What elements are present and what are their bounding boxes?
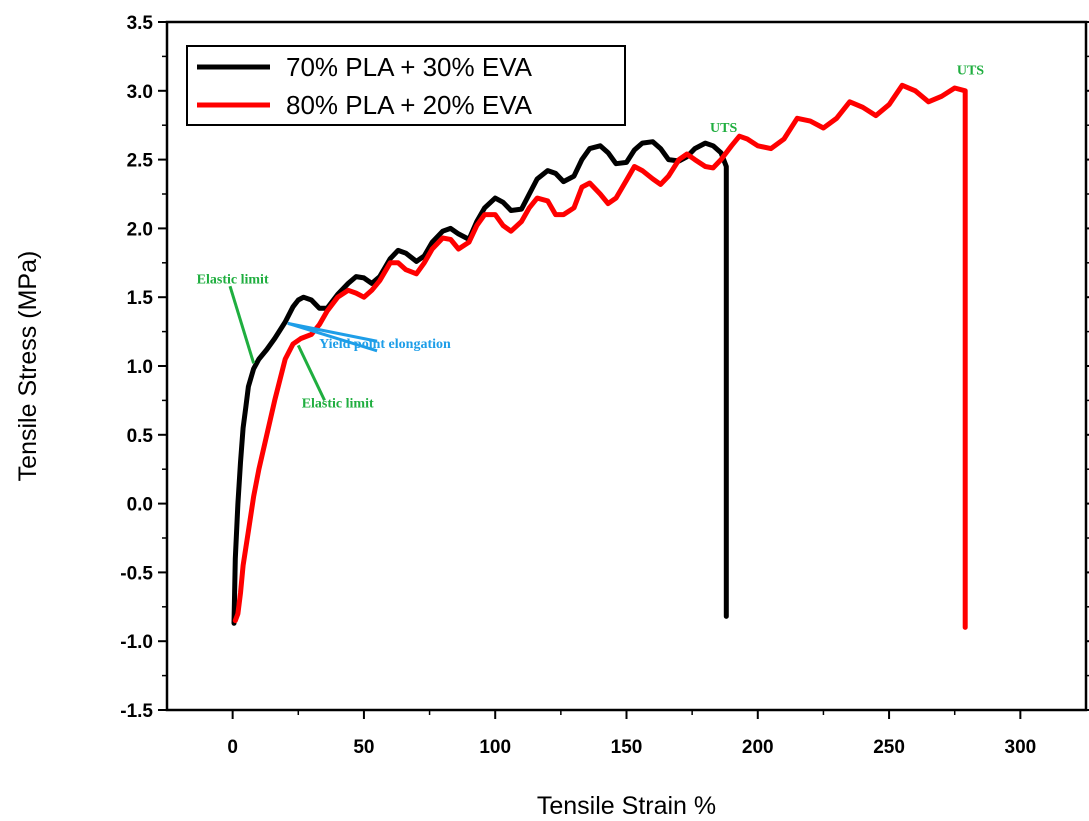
y-axis-title: Tensile Stress (MPa)	[14, 251, 42, 482]
y-tick-label: -1.5	[120, 701, 153, 722]
annotation-pointer	[287, 321, 378, 353]
annotation-pointer	[296, 344, 326, 402]
y-tick-label: 3.0	[127, 82, 153, 103]
x-tick-label: 300	[1005, 737, 1037, 758]
annotation-label: Yield point elongation	[319, 337, 451, 352]
annotation-pointer	[287, 321, 378, 343]
legend: 70% PLA + 30% EVA 80% PLA + 20% EVA	[186, 45, 626, 126]
y-tick-label: 0.5	[127, 426, 154, 447]
y-tick-label: 2.0	[127, 219, 153, 240]
y-tick-label: -1.0	[120, 632, 153, 653]
y-tick-label: 1.5	[127, 288, 154, 309]
y-tick-label: -0.5	[120, 563, 153, 584]
y-tick-label: 1.0	[127, 357, 153, 378]
series-line-1	[231, 139, 729, 626]
annotation-label: Elastic limit	[302, 396, 374, 411]
x-tick-label: 100	[479, 737, 511, 758]
x-axis-title: Tensile Strain %	[537, 792, 716, 820]
annotation-pointer	[228, 285, 256, 364]
ticks-layer: -1.5 -1.0 -0.5 0.0 0.5 1.0 1.5 2.0 2.5 3.0 3.5 0 50 1…	[120, 13, 1089, 758]
annotation-label: UTS	[710, 121, 737, 136]
annotations-layer: Elastic limit Elastic limit Yield point el…	[197, 63, 985, 411]
y-tick-label: 0.0	[127, 495, 153, 516]
x-tick-label: 0	[227, 737, 238, 758]
x-tick-label: 250	[873, 737, 905, 758]
x-tick-label: 200	[742, 737, 774, 758]
annotation-label: UTS	[957, 63, 984, 78]
legend-label: 70% PLA + 30% EVA	[286, 52, 533, 82]
annotation-label: Elastic limit	[197, 272, 269, 287]
y-tick-label: 2.5	[127, 151, 154, 172]
legend-box	[186, 45, 626, 126]
x-tick-label: 50	[353, 737, 374, 758]
x-tick-label: 150	[611, 737, 643, 758]
y-tick-label: 3.5	[127, 13, 154, 34]
series-line-2	[232, 82, 968, 630]
legend-label: 80% PLA + 20% EVA	[286, 90, 533, 120]
series-layer	[231, 82, 968, 630]
